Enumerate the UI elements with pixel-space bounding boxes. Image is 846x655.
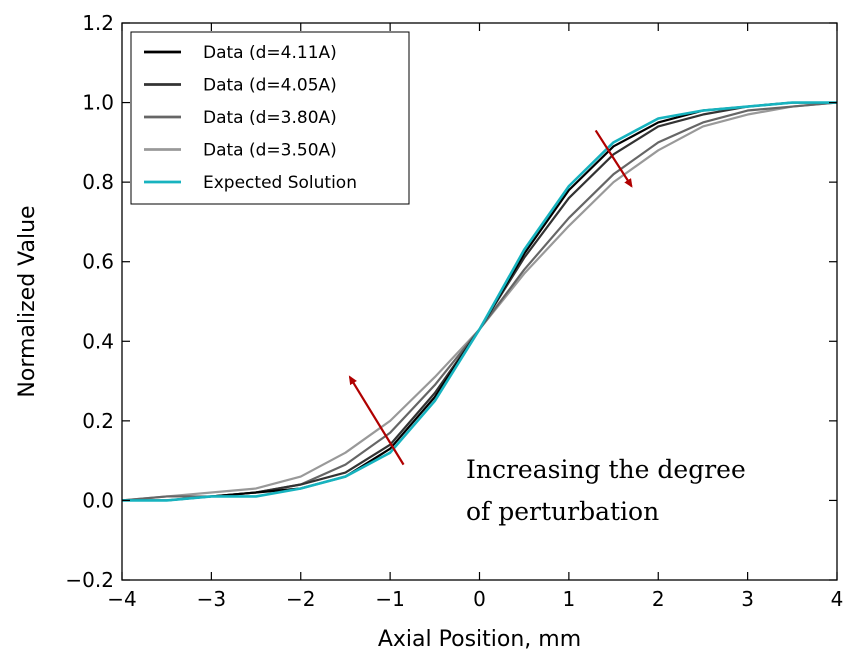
series-line-4: [122, 101, 837, 502]
y-tick-label: 0.2: [82, 409, 114, 433]
y-axis-title: Normalized Value: [15, 205, 40, 397]
annotation-line-2: of perturbation: [466, 497, 659, 526]
y-tick-label: 0.0: [82, 488, 114, 512]
legend-label: Data (d=3.80A): [203, 108, 337, 128]
y-tick-label: 1.2: [82, 11, 114, 35]
legend-label: Data (d=3.50A): [203, 141, 337, 161]
annotation-line-1: Increasing the degree: [466, 455, 746, 484]
y-tick-label: 0.8: [82, 170, 114, 194]
annotation-arrow: [594, 129, 633, 188]
plot-area-frame: [121, 22, 838, 581]
legend: Data (d=4.11A) Data (d=4.05A) Data (d=3.80…: [130, 31, 410, 205]
legend-label: Data (d=4.11A): [203, 43, 337, 63]
x-tick-label: 4: [831, 587, 844, 611]
x-tick-label: 3: [741, 587, 754, 611]
x-tick-label: 0: [473, 587, 486, 611]
y-tick-label: −0.2: [65, 568, 114, 592]
x-tick-label: 2: [652, 587, 665, 611]
x-tick-label: 1: [563, 587, 576, 611]
y-tick-label: 0.4: [82, 329, 114, 353]
y-tick-label: 1.0: [82, 91, 114, 115]
y-tick-label: 0.6: [82, 250, 114, 274]
series-layer: [121, 101, 838, 502]
x-tick-label: −1: [375, 587, 404, 611]
annotation-layer: Increasing the degree of perturbation: [348, 129, 746, 526]
legend-label: Expected Solution: [203, 173, 357, 193]
ticks-layer: −4 −3 −2 −1 0 1 2 3 4 −0.2 0.0 0.2 0.4 0.6 0.8 1.0 1.2: [65, 11, 843, 611]
annotation-arrow: [348, 375, 405, 466]
legend-label: Data (d=4.05A): [203, 76, 337, 96]
x-tick-label: −4: [107, 587, 136, 611]
x-axis-title: Axial Position, mm: [378, 627, 581, 652]
x-tick-label: −2: [286, 587, 315, 611]
x-tick-label: −3: [197, 587, 226, 611]
